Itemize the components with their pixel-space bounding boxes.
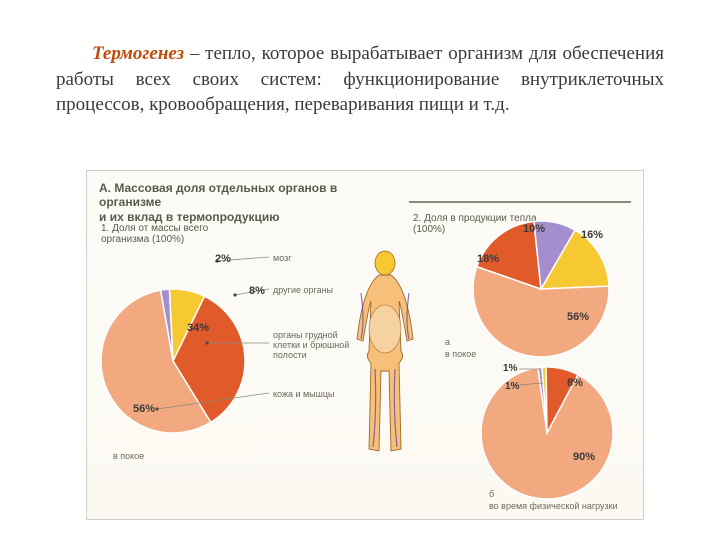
tr-a: а bbox=[445, 337, 450, 347]
legend-skin: кожа и мышцы bbox=[273, 389, 335, 399]
tr-caption: в покое bbox=[445, 349, 476, 359]
pct-left-34: 34% bbox=[187, 322, 209, 334]
pct-br-1a: 1% bbox=[503, 363, 517, 374]
pct-tr-16: 16% bbox=[581, 229, 603, 241]
pct-tr-56: 56% bbox=[567, 311, 589, 323]
br-caption: во время физической нагрузки bbox=[489, 501, 629, 511]
pct-tr-18: 18% bbox=[477, 253, 499, 265]
pct-br-90: 90% bbox=[573, 451, 595, 463]
definition-paragraph: Термогенез – тепло, которое вырабатывает… bbox=[56, 41, 664, 118]
br-a: б bbox=[489, 489, 494, 499]
figure-box: А. Массовая доля отдельных органов в орг… bbox=[86, 170, 644, 520]
pct-left-56: 56% bbox=[133, 403, 155, 415]
pct-left-8: 8% bbox=[249, 285, 265, 297]
term: Термогенез bbox=[92, 43, 184, 64]
legend-other: другие органы bbox=[273, 285, 333, 295]
pct-br-8: 8% bbox=[567, 377, 583, 389]
legend-organs: органы грудной клетки и брюшной полости bbox=[273, 331, 357, 361]
legend-brain: мозг bbox=[273, 253, 292, 263]
left-caption: в покое bbox=[113, 451, 144, 461]
pct-left-2: 2% bbox=[215, 253, 231, 265]
figure-svg bbox=[87, 171, 643, 519]
pct-br-1b: 1% bbox=[505, 381, 519, 392]
pct-tr-10: 10% bbox=[523, 223, 545, 235]
